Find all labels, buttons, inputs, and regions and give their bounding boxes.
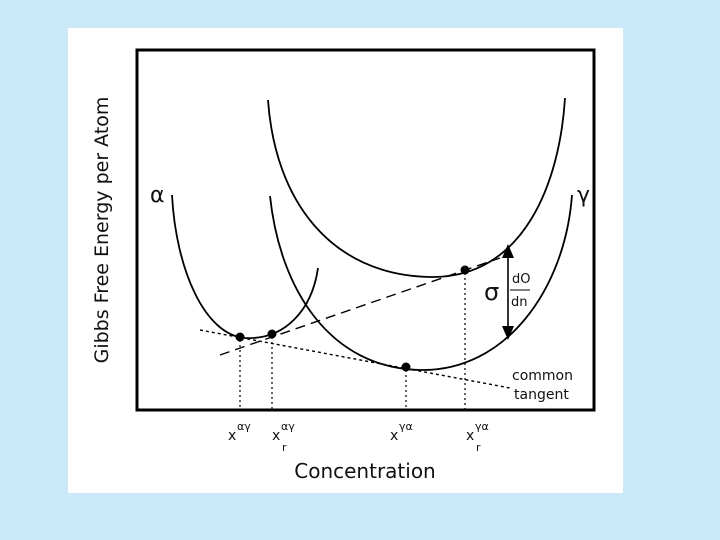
- gamma-free-energy-curve: [269, 194, 573, 371]
- tangent-line-upper: [219, 257, 501, 356]
- plot-frame: [135, 48, 596, 412]
- common-tangent-label-1: common: [512, 368, 573, 384]
- tangent-point-xr-gamma-alpha: [460, 265, 470, 275]
- alpha-phase-label: α: [150, 183, 165, 208]
- arrow-head-up: [502, 244, 514, 258]
- mark-base: x: [228, 428, 236, 444]
- xr-gamma-alpha-label: x γα r: [466, 420, 489, 454]
- xr-alpha-gamma-label: x αγ r: [272, 420, 295, 454]
- alpha-free-energy-curve: [171, 194, 319, 339]
- figure-panel: [68, 28, 623, 493]
- dn-label: dn: [511, 295, 528, 310]
- x-axis-label: Concentration: [294, 459, 435, 483]
- mark-base: x: [272, 428, 280, 444]
- tangent-point-xr-alpha-gamma: [267, 329, 277, 339]
- y-axis-label: Gibbs Free Energy per Atom: [91, 97, 113, 364]
- mark-sub: r: [282, 441, 287, 454]
- tangent-point-x-gamma-alpha: [401, 362, 411, 372]
- mark-sup: γα: [475, 420, 489, 433]
- mark-base: x: [466, 428, 474, 444]
- mark-sup: αγ: [281, 420, 295, 433]
- common-tangent-label-2: tangent: [514, 387, 569, 403]
- mark-base: x: [390, 428, 398, 444]
- gamma-phase-label: γ: [577, 183, 590, 208]
- sigma-label: σ: [484, 278, 499, 306]
- arrow-head-down: [502, 326, 514, 340]
- mark-sup: γα: [399, 420, 413, 433]
- gamma-curve-with-curvature: [267, 97, 566, 278]
- x-gamma-alpha-label: x γα: [390, 420, 413, 444]
- x-alpha-gamma-label: x αγ: [228, 420, 251, 444]
- tangent-point-x-alpha-gamma: [235, 332, 245, 342]
- mark-sup: αγ: [237, 420, 251, 433]
- common-tangent-line: [199, 329, 511, 389]
- mark-sub: r: [476, 441, 481, 454]
- dO-label: dO: [512, 272, 530, 287]
